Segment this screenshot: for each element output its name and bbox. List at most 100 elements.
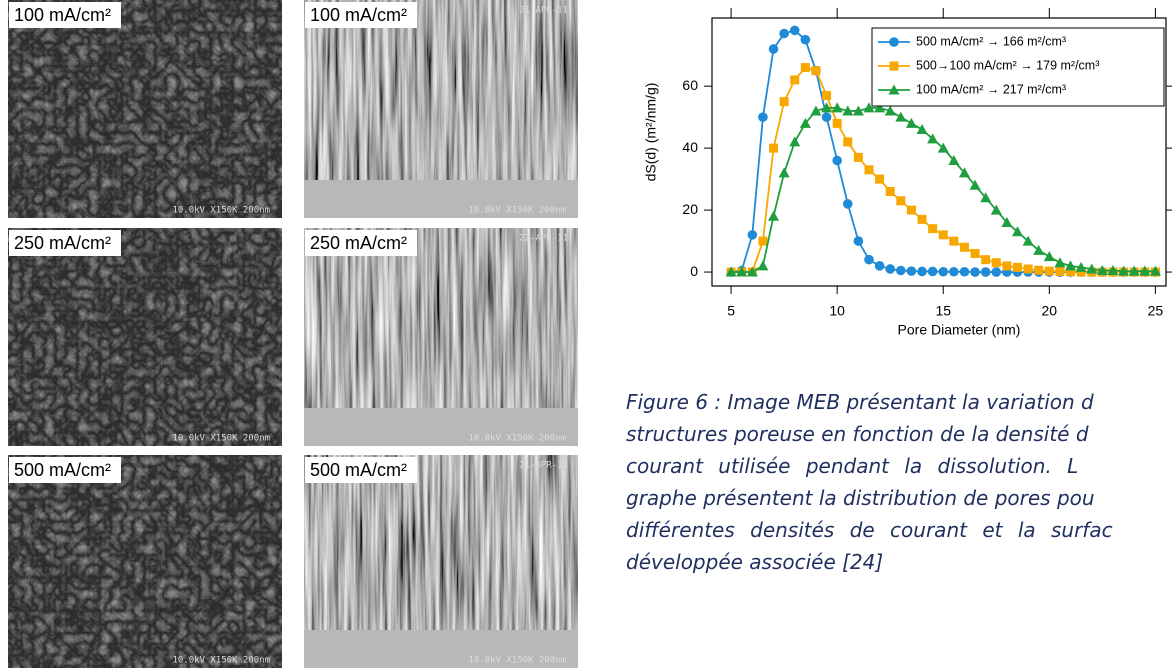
legend-marker: [889, 61, 899, 71]
marker: [1076, 267, 1086, 277]
sem-texture: [8, 228, 282, 446]
plot-frame: [711, 17, 1167, 287]
marker: [790, 75, 800, 85]
marker: [832, 118, 842, 128]
x-tick-label: 15: [935, 303, 951, 319]
marker: [980, 192, 992, 203]
marker: [958, 167, 970, 178]
label-box: [305, 2, 417, 28]
marker: [800, 34, 811, 45]
marker: [896, 265, 906, 276]
sem-info: 10.0kV X150K 200nm: [468, 656, 566, 666]
marker: [959, 266, 970, 277]
legend-label: 500 mA/cm² → 166 m²/cm³: [916, 34, 1066, 48]
marker: [1139, 265, 1151, 276]
marker: [1002, 261, 1012, 271]
sem-image: 100 mA/cm² 10.0kV X150K 200nm 21-APR-11: [304, 0, 578, 218]
label-box: [305, 457, 417, 483]
marker: [832, 155, 842, 166]
panel-label: 500 mA/cm²: [14, 460, 111, 480]
marker: [1022, 235, 1034, 246]
marker: [853, 152, 863, 162]
label-box: [9, 2, 121, 28]
marker: [842, 105, 854, 116]
marker: [800, 63, 810, 73]
caption-line: courant utilisée pendant la dissolution.…: [626, 454, 1079, 478]
marker: [927, 133, 939, 144]
sem-texture: [8, 455, 282, 668]
sem-date: 22-APR-11: [519, 234, 568, 244]
marker: [811, 66, 821, 76]
marker: [1011, 226, 1023, 237]
marker: [938, 230, 948, 240]
marker: [991, 258, 1001, 268]
caption-line: développée associée [24]: [626, 550, 884, 574]
marker: [885, 187, 895, 197]
legend-marker: [888, 84, 900, 95]
marker: [768, 44, 779, 54]
marker: [875, 174, 885, 184]
caption-line: Figure 6 : Image MEB présentant la varia…: [626, 390, 1094, 414]
caption-line: structures poreuse en fonction de la den…: [626, 422, 1089, 446]
sem-date: 21-APR-11: [519, 461, 568, 471]
sem-image: 250 mA/cm² 10.0kV X150K 200nm: [8, 228, 282, 446]
sem-info: 10.0kV X150K 200nm: [468, 206, 566, 216]
y-tick-label: 20: [682, 201, 698, 217]
marker: [1023, 264, 1033, 274]
marker: [778, 167, 790, 178]
marker: [874, 102, 886, 113]
marker: [938, 266, 949, 277]
substrate: [304, 180, 578, 218]
marker: [831, 102, 843, 113]
sem-image: 250 mA/cm² 10.0kV X150K 200nm 22-APR-11: [304, 228, 578, 446]
marker: [758, 236, 768, 246]
marker: [937, 142, 949, 153]
marker: [1086, 263, 1098, 274]
marker: [1107, 265, 1119, 276]
marker: [1034, 265, 1044, 275]
marker: [864, 165, 874, 175]
y-tick-label: 60: [682, 77, 698, 93]
marker: [1075, 261, 1087, 272]
marker: [949, 236, 959, 246]
caption-line: graphe présentent la distribution de por…: [626, 486, 1095, 510]
x-axis-label: Pore Diameter (nm): [898, 322, 1021, 338]
marker: [1055, 266, 1065, 276]
marker: [1012, 262, 1022, 272]
marker: [821, 102, 833, 113]
marker: [928, 224, 938, 234]
sem-info: 10.0kV X150K 200nm: [172, 434, 270, 444]
legend-label: 100 mA/cm² → 217 m²/cm³: [916, 82, 1066, 96]
marker: [905, 117, 917, 128]
marker: [1118, 265, 1130, 276]
sem-info: 10.0kV X150K 200nm: [172, 656, 270, 666]
marker: [896, 196, 906, 206]
panel-label: 100 mA/cm²: [14, 5, 111, 25]
marker: [1065, 260, 1077, 271]
marker: [779, 97, 789, 107]
marker: [821, 112, 832, 122]
x-tick-label: 20: [1042, 303, 1058, 319]
y-tick-label: 40: [682, 139, 698, 155]
marker: [757, 260, 769, 271]
marker: [884, 105, 896, 116]
marker: [789, 136, 801, 147]
marker: [906, 266, 917, 276]
marker: [1043, 251, 1055, 262]
marker: [769, 143, 779, 153]
marker: [917, 214, 927, 224]
sem-date: 21-APR-11: [519, 6, 568, 16]
marker: [746, 266, 758, 277]
marker: [843, 137, 853, 147]
marker: [916, 124, 928, 135]
marker: [1149, 265, 1161, 276]
marker: [1066, 267, 1076, 277]
marker: [959, 242, 969, 252]
marker: [736, 266, 748, 277]
marker: [863, 102, 875, 113]
sem-info: 10.0kV X150K 200nm: [172, 206, 270, 216]
marker: [906, 205, 916, 215]
panel-label: 100 mA/cm²: [310, 5, 407, 25]
